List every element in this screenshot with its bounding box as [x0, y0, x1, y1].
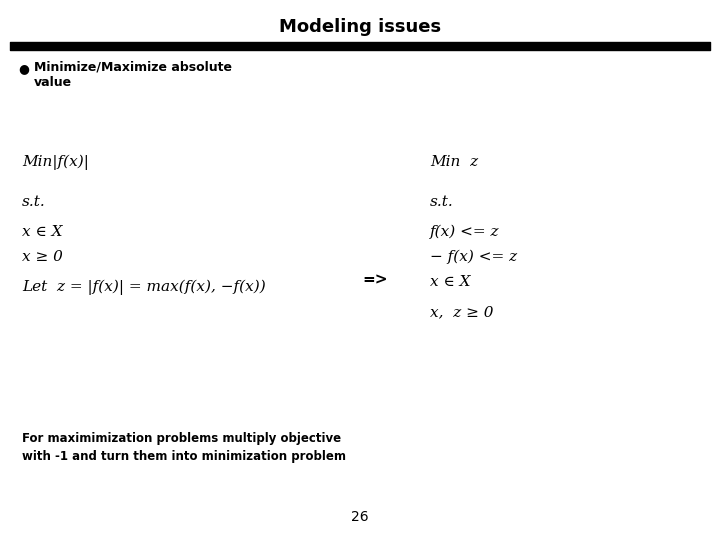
- Text: x,  z ≥ 0: x, z ≥ 0: [430, 305, 493, 319]
- Text: ●: ●: [18, 62, 29, 75]
- Text: − f(x) <= z: − f(x) <= z: [430, 250, 517, 265]
- Text: s.t.: s.t.: [22, 195, 46, 209]
- Text: For maximimization problems multiply objective: For maximimization problems multiply obj…: [22, 432, 341, 445]
- Text: f(x) <= z: f(x) <= z: [430, 225, 500, 239]
- Text: value: value: [34, 76, 72, 89]
- Text: x ∈ X: x ∈ X: [430, 275, 470, 289]
- Text: s.t.: s.t.: [430, 195, 454, 209]
- Text: Minimize/Maximize absolute: Minimize/Maximize absolute: [34, 60, 232, 73]
- Text: Modeling issues: Modeling issues: [279, 18, 441, 36]
- Text: 26: 26: [351, 510, 369, 524]
- Text: with -1 and turn them into minimization problem: with -1 and turn them into minimization …: [22, 450, 346, 463]
- Text: Min  z: Min z: [430, 155, 478, 169]
- Text: =>: =>: [362, 272, 388, 287]
- Text: Let  z = |f(x)| = max(f(x), −f(x)): Let z = |f(x)| = max(f(x), −f(x)): [22, 280, 266, 295]
- Text: x ∈ X: x ∈ X: [22, 225, 63, 239]
- Text: x ≥ 0: x ≥ 0: [22, 250, 63, 264]
- Text: Min|f(x)|: Min|f(x)|: [22, 155, 89, 171]
